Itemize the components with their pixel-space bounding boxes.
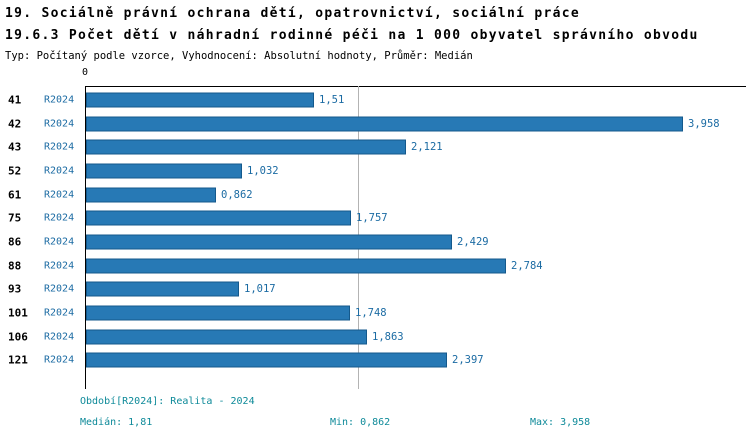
bar — [86, 329, 367, 345]
bar-row: 61 R2024 0,862 — [0, 183, 750, 207]
row-code-label: 106 — [8, 330, 28, 344]
bar-value-label: 1,032 — [247, 164, 279, 177]
row-series-label: R2024 — [44, 165, 75, 177]
bar — [86, 234, 452, 250]
bar-row: 52 R2024 1,032 — [0, 159, 750, 183]
bar-value-label: 0,862 — [221, 188, 253, 201]
chart-meta-line: Typ: Počítaný podle vzorce, Vyhodnocení:… — [5, 50, 473, 62]
x-axis-line — [85, 86, 746, 87]
bar-row: 101 R2024 1,748 — [0, 301, 750, 325]
bar — [86, 281, 239, 297]
row-code-label: 52 — [8, 164, 22, 178]
bar — [86, 92, 314, 108]
bar — [86, 187, 216, 203]
bar-value-label: 1,51 — [319, 93, 345, 106]
bar-row: 121 R2024 2,397 — [0, 349, 750, 373]
bar-value-label: 2,784 — [511, 259, 543, 272]
bar-value-label: 2,429 — [457, 235, 489, 248]
chart-title: 19. Sociálně právní ochrana dětí, opatro… — [5, 6, 580, 21]
bar-rows: 41 R2024 1,51 42 R2024 3,958 43 R2024 2,121 52 R20… — [0, 88, 750, 372]
bar-value-label: 1,757 — [356, 212, 388, 225]
row-code-label: 42 — [8, 117, 22, 131]
row-series-label: R2024 — [44, 331, 75, 343]
footer-max-label: Max: 3,958 — [530, 417, 591, 428]
row-series-label: R2024 — [44, 283, 75, 295]
x-axis-zero-tick-label: 0 — [81, 67, 89, 78]
row-series-label: R2024 — [44, 354, 75, 366]
chart-subtitle: 19.6.3 Počet dětí v náhradní rodinné péč… — [5, 28, 699, 43]
bar — [86, 139, 406, 155]
bar-value-label: 3,958 — [688, 117, 720, 130]
row-series-label: R2024 — [44, 260, 75, 272]
footer-median-label: Medián: 1,81 — [80, 417, 153, 428]
bar-row: 75 R2024 1,757 — [0, 206, 750, 230]
row-code-label: 43 — [8, 140, 22, 154]
bar-row: 86 R2024 2,429 — [0, 230, 750, 254]
row-series-label: R2024 — [44, 141, 75, 153]
bar — [86, 258, 506, 274]
row-series-label: R2024 — [44, 212, 75, 224]
row-code-label: 88 — [8, 259, 22, 273]
row-code-label: 61 — [8, 188, 22, 202]
row-series-label: R2024 — [44, 118, 75, 130]
bar — [86, 352, 447, 368]
bar-row: 106 R2024 1,863 — [0, 325, 750, 349]
footer-min-label: Min: 0,862 — [330, 417, 391, 428]
bar-value-label: 1,748 — [355, 307, 387, 320]
row-code-label: 93 — [8, 282, 22, 296]
bar — [86, 210, 351, 226]
bar-row: 88 R2024 2,784 — [0, 254, 750, 278]
bar-row: 42 R2024 3,958 — [0, 112, 750, 136]
row-code-label: 121 — [8, 353, 28, 367]
bar-row: 93 R2024 1,017 — [0, 278, 750, 302]
y-axis-line — [85, 86, 86, 389]
row-series-label: R2024 — [44, 236, 75, 248]
bar — [86, 305, 350, 321]
footer-period-label: Období[R2024]: Realita - 2024 — [80, 396, 255, 407]
bar — [86, 163, 242, 179]
bar-value-label: 1,017 — [244, 283, 276, 296]
bar-row: 41 R2024 1,51 — [0, 88, 750, 112]
bar-value-label: 1,863 — [372, 330, 404, 343]
row-code-label: 41 — [8, 93, 22, 107]
row-code-label: 86 — [8, 235, 22, 249]
bar — [86, 116, 683, 132]
row-series-label: R2024 — [44, 189, 75, 201]
row-series-label: R2024 — [44, 307, 75, 319]
row-code-label: 75 — [8, 211, 22, 225]
bar-row: 43 R2024 2,121 — [0, 135, 750, 159]
row-code-label: 101 — [8, 306, 28, 320]
bar-value-label: 2,121 — [411, 141, 443, 154]
bar-value-label: 2,397 — [452, 354, 484, 367]
row-series-label: R2024 — [44, 94, 75, 106]
